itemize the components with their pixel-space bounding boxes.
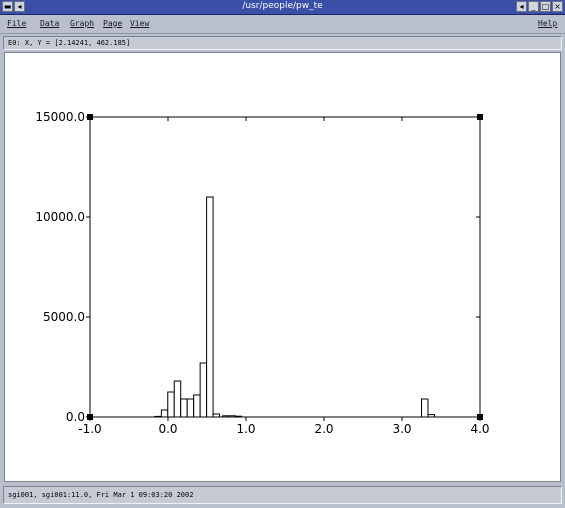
minimize-arrow-icon[interactable]: ◂ xyxy=(516,1,527,12)
histogram-bar xyxy=(161,410,167,417)
maximize-icon[interactable]: □ xyxy=(540,1,551,12)
y-tick-label: 15000.0 xyxy=(35,110,85,124)
status-bar: sgi001, sgi001:11.0, Fri Mar 1 09:03:20 … xyxy=(3,486,562,504)
menu-help[interactable]: Help xyxy=(538,19,557,28)
histogram-bar xyxy=(168,392,174,417)
menu-view[interactable]: View xyxy=(130,19,149,28)
plot-frame xyxy=(90,117,480,417)
minimize-icon[interactable]: _ xyxy=(528,1,539,12)
x-tick-label: 2.0 xyxy=(314,422,333,436)
x-axis: -1.0 0.0 1.0 2.0 3.0 4.0 xyxy=(78,117,489,436)
status-text: sgi001, sgi001:11.0, Fri Mar 1 09:03:20 … xyxy=(8,491,193,499)
histogram-bar xyxy=(200,363,206,417)
plot-area[interactable]: -1.0 0.0 1.0 2.0 3.0 4.0 0.0 5000.0 10000.0 1500… xyxy=(4,52,561,482)
menu-page[interactable]: Page xyxy=(103,19,122,28)
coordinate-text: E0: X, Y = [2.14241, 462.185] xyxy=(8,39,130,47)
histogram-bar xyxy=(422,399,428,417)
x-tick-label: 1.0 xyxy=(236,422,255,436)
menu-data[interactable]: Data xyxy=(40,19,59,28)
x-tick-label: 3.0 xyxy=(392,422,411,436)
menu-graph[interactable]: Graph xyxy=(70,19,94,28)
close-icon[interactable]: × xyxy=(552,1,563,12)
histogram-chart: -1.0 0.0 1.0 2.0 3.0 4.0 0.05000.010000.01500… xyxy=(5,53,560,481)
menu-bar: File Data Graph Page View Help xyxy=(0,15,565,34)
x-tick-label: 4.0 xyxy=(470,422,489,436)
histogram-bar xyxy=(174,381,180,417)
corner-handle-bottom-left[interactable] xyxy=(87,414,93,420)
histogram-bars xyxy=(155,197,435,417)
histogram-bar xyxy=(187,399,193,417)
x-tick-label: -1.0 xyxy=(78,422,101,436)
title-bar[interactable]: ▬ ◂ /usr/people/pw_te ◂ _ □ × xyxy=(0,0,565,15)
corner-handle-top-right[interactable] xyxy=(477,114,483,120)
histogram-bar xyxy=(194,395,200,417)
corner-handle-bottom-right[interactable] xyxy=(477,414,483,420)
y-tick-label: 0.0 xyxy=(66,410,85,424)
histogram-bar xyxy=(181,399,187,417)
y-tick-label: 5000.0 xyxy=(43,310,85,324)
window-title: /usr/people/pw_te xyxy=(0,1,565,11)
menu-file[interactable]: File xyxy=(7,19,26,28)
histogram-bar xyxy=(207,197,213,417)
y-axis: 0.0 5000.0 10000.0 15000.0 xyxy=(35,110,480,424)
coordinate-readout: E0: X, Y = [2.14241, 462.185] xyxy=(3,36,562,50)
corner-handle-top-left[interactable] xyxy=(87,114,93,120)
x-tick-label: 0.0 xyxy=(158,422,177,436)
y-tick-label: 10000.0 xyxy=(35,210,85,224)
